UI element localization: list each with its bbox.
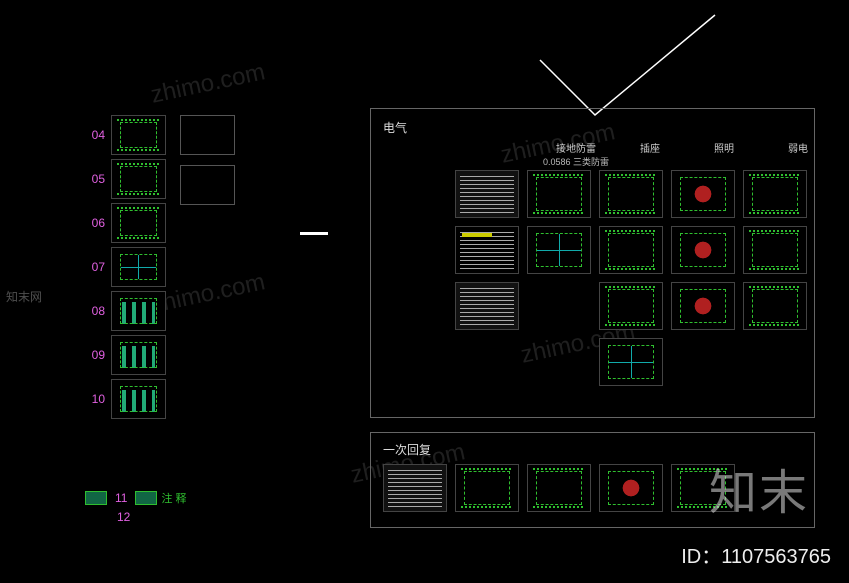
grid-cell bbox=[599, 170, 665, 220]
thumbnail-row: 09 bbox=[85, 335, 215, 375]
grid-cell bbox=[455, 226, 521, 276]
drawing-thumbnail[interactable] bbox=[111, 159, 166, 199]
grid-cell bbox=[599, 282, 665, 332]
drawing-thumbnail[interactable] bbox=[111, 203, 166, 243]
drawing-thumbnail[interactable] bbox=[455, 464, 519, 512]
drawing-thumbnail[interactable] bbox=[527, 170, 591, 218]
drawing-thumbnail[interactable] bbox=[527, 226, 591, 274]
drawing-thumbnail[interactable] bbox=[111, 291, 166, 331]
drawing-thumbnail[interactable] bbox=[743, 282, 807, 330]
column-header: 接地防雷0.0586 三类防雷 bbox=[541, 140, 611, 168]
mini-thumbnail[interactable] bbox=[85, 491, 107, 505]
drawing-thumbnail[interactable] bbox=[455, 226, 519, 274]
column-header: 插座 bbox=[615, 140, 685, 168]
drawing-grid bbox=[383, 170, 802, 388]
grid-cell bbox=[743, 170, 809, 220]
column-header bbox=[457, 140, 537, 168]
resource-id: ID：1107563765 bbox=[681, 540, 831, 569]
thumbnail-row: 08 bbox=[85, 291, 215, 331]
drawing-thumbnail[interactable] bbox=[455, 170, 519, 218]
row-number: 10 bbox=[85, 392, 105, 406]
row-number: 08 bbox=[85, 304, 105, 318]
grid-cell bbox=[527, 282, 593, 332]
column-subheader: 0.0586 三类防雷 bbox=[541, 155, 611, 168]
column-headers: 接地防雷0.0586 三类防雷插座照明弱电 bbox=[383, 140, 802, 168]
panel-title-electrical: 电气 bbox=[383, 119, 802, 136]
drawing-thumbnail[interactable] bbox=[599, 170, 663, 218]
mini-thumbnail[interactable] bbox=[135, 491, 157, 505]
row-number: 06 bbox=[85, 216, 105, 230]
grid-cell bbox=[527, 338, 593, 388]
drawing-thumbnail[interactable] bbox=[599, 226, 663, 274]
drawing-thumbnail[interactable] bbox=[111, 247, 166, 287]
grid-cell bbox=[527, 226, 593, 276]
drawing-thumbnail[interactable] bbox=[599, 338, 663, 386]
dash-separator bbox=[300, 232, 328, 235]
row-number: 05 bbox=[85, 172, 105, 186]
row-number: 09 bbox=[85, 348, 105, 362]
grid-cell bbox=[743, 338, 809, 388]
grid-cell bbox=[671, 226, 737, 276]
watermark-cn: 知末网 bbox=[6, 288, 42, 305]
main-drawing-panel: 电气 接地防雷0.0586 三类防雷插座照明弱电 bbox=[370, 108, 815, 418]
drawing-thumbnail[interactable] bbox=[599, 464, 663, 512]
grid-cell bbox=[743, 282, 809, 332]
drawing-thumbnail[interactable] bbox=[671, 282, 735, 330]
grid-cell bbox=[599, 226, 665, 276]
column-header: 照明 bbox=[689, 140, 759, 168]
checkmark-annotation bbox=[520, 10, 720, 120]
drawing-thumbnail[interactable] bbox=[743, 226, 807, 274]
grid-cell bbox=[455, 338, 521, 388]
thumbnail-row: 07 bbox=[85, 247, 215, 287]
grid-cell bbox=[383, 282, 449, 332]
drawing-thumbnail[interactable] bbox=[111, 379, 166, 419]
drawing-thumbnail[interactable] bbox=[383, 464, 447, 512]
grid-cell bbox=[455, 170, 521, 220]
row-number: 04 bbox=[85, 128, 105, 142]
drawing-thumbnail[interactable] bbox=[111, 115, 166, 155]
grid-cell bbox=[671, 170, 737, 220]
grid-cell bbox=[383, 226, 449, 276]
grid-cell bbox=[599, 338, 665, 388]
blank-thumbnail[interactable] bbox=[180, 115, 235, 155]
blank-thumbnail[interactable] bbox=[180, 165, 235, 205]
grid-cell bbox=[383, 338, 449, 388]
drawing-thumbnail[interactable] bbox=[671, 170, 735, 218]
grid-cell bbox=[743, 226, 809, 276]
row-number: 12 bbox=[117, 510, 130, 524]
brand-watermark: 知末 bbox=[709, 453, 809, 523]
grid-cell bbox=[671, 282, 737, 332]
column-header: 弱电 bbox=[763, 140, 833, 168]
legend-label: 注 释 bbox=[161, 490, 186, 506]
grid-cell bbox=[527, 170, 593, 220]
thumbnail-row: 10 bbox=[85, 379, 215, 419]
drawing-thumbnail[interactable] bbox=[599, 282, 663, 330]
drawing-thumbnail[interactable] bbox=[455, 282, 519, 330]
grid-cell bbox=[455, 282, 521, 332]
drawing-thumbnail[interactable] bbox=[111, 335, 166, 375]
bottom-legend-strip: 11 注 释 12 bbox=[85, 490, 187, 506]
watermark-url: zhimo.com bbox=[148, 58, 267, 110]
drawing-thumbnail[interactable] bbox=[527, 464, 591, 512]
drawing-thumbnail[interactable] bbox=[743, 170, 807, 218]
grid-cell bbox=[383, 170, 449, 220]
aux-blank-column bbox=[180, 115, 235, 215]
row-number: 07 bbox=[85, 260, 105, 274]
grid-cell bbox=[671, 338, 737, 388]
row-number: 11 bbox=[115, 491, 127, 505]
drawing-thumbnail[interactable] bbox=[671, 226, 735, 274]
